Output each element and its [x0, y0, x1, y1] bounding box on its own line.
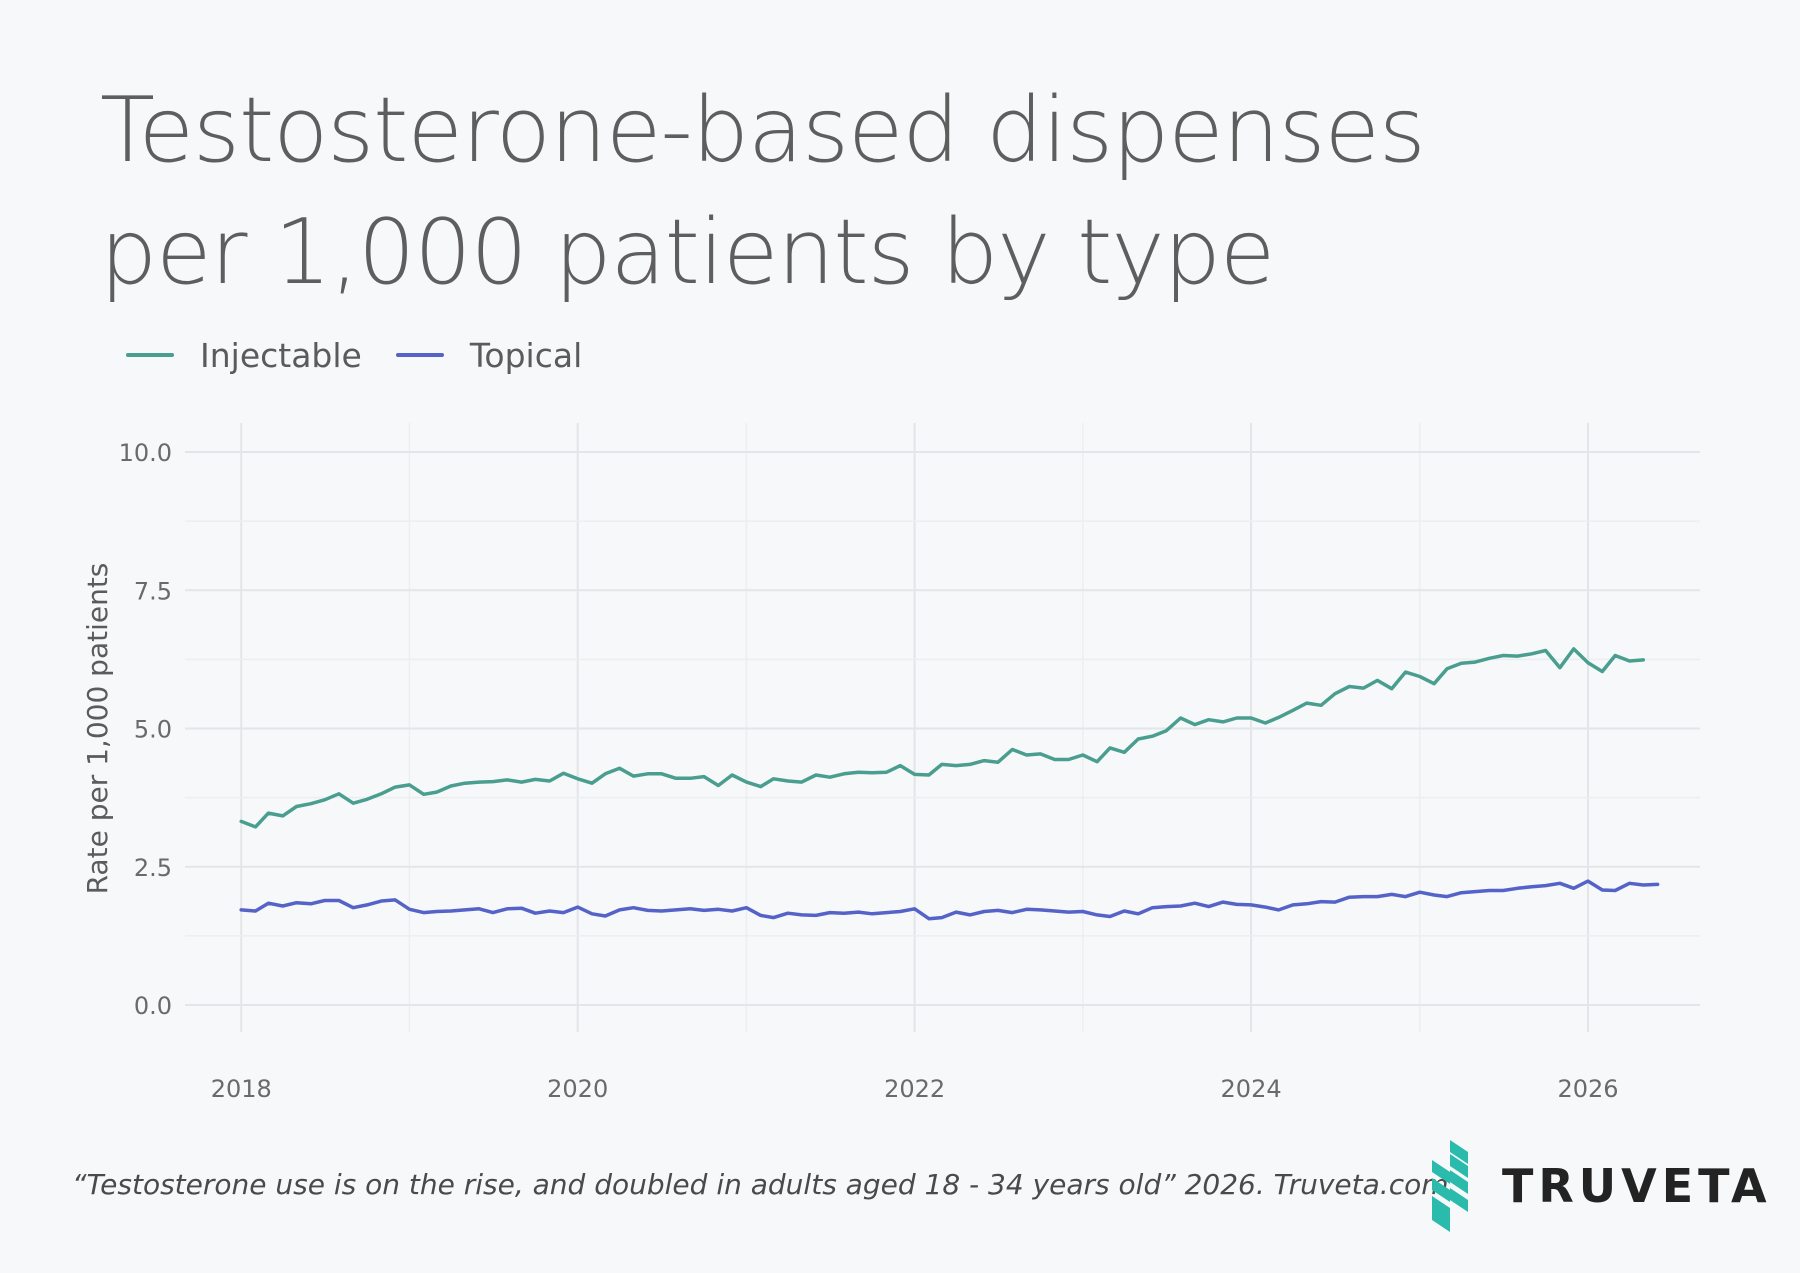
x-axis: 2018 2020 2022 2024 2026 [211, 1075, 1619, 1103]
chart-legend: Injectable Topical [126, 330, 582, 380]
x-tick-label: 2024 [1221, 1075, 1282, 1103]
legend-swatch-topical [395, 353, 444, 357]
chart-title-line-1: Testosterone-based dispenses [100, 78, 1426, 183]
legend-item-topical[interactable]: Topical [395, 335, 583, 375]
legend-swatch-injectable [126, 353, 174, 357]
series-line-injectable [239, 647, 1646, 829]
brand-name: TRUVETA [1502, 1159, 1772, 1213]
chart-title: Testosterone-based dispenses per 1,000 pa… [100, 70, 1500, 314]
truveta-logo-icon [1432, 1140, 1468, 1232]
source-citation: “Testosterone use is on the rise, and do… [72, 1168, 1458, 1201]
y-tick-label: 10.0 [119, 439, 172, 467]
truveta-brand[interactable]: TRUVETA [1418, 1140, 1772, 1232]
x-tick-label: 2020 [547, 1075, 608, 1103]
chart-gridlines [185, 423, 1700, 1032]
legend-item-injectable[interactable]: Injectable [126, 336, 362, 375]
series-line-topical [239, 879, 1660, 921]
y-axis: 0.0 2.5 5.0 7.5 10.0 [119, 439, 172, 1020]
y-axis-title: Rate per 1,000 patients [81, 563, 114, 895]
y-tick-label: 7.5 [134, 577, 172, 605]
x-tick-label: 2018 [211, 1075, 272, 1103]
y-tick-label: 2.5 [134, 854, 172, 882]
x-tick-label: 2026 [1557, 1075, 1618, 1103]
legend-label-injectable: Injectable [200, 335, 362, 375]
y-tick-label: 5.0 [134, 716, 172, 744]
legend-label-topical: Topical [469, 335, 583, 375]
y-tick-label: 0.0 [134, 992, 172, 1020]
chart-title-line-2: per 1,000 patients by type [100, 200, 1275, 305]
x-tick-label: 2022 [884, 1075, 945, 1103]
